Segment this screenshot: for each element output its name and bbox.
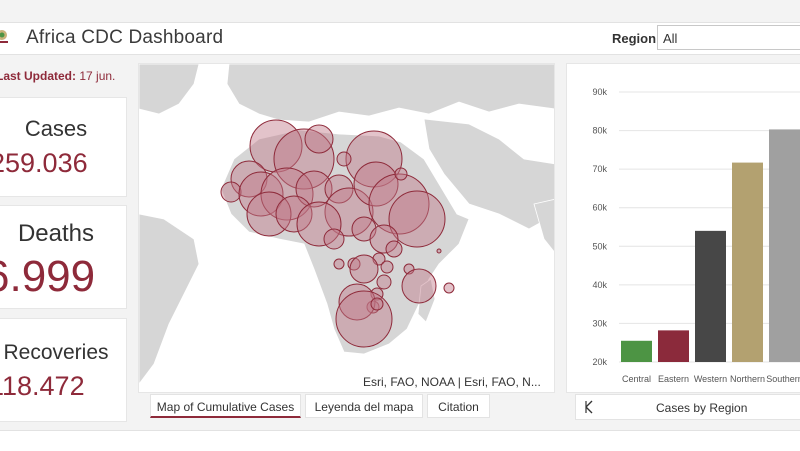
y-tick-label: 60k [592,203,607,213]
bar-northern[interactable] [732,162,763,362]
chevron-left-icon[interactable] [584,400,594,414]
cases-value: 259.036 [0,148,88,178]
y-tick-label: 20k [592,357,607,367]
x-tick-label: Central [622,374,651,384]
y-tick-label: 70k [592,164,607,174]
x-tick-label: Northern [730,374,765,384]
chart-footer-label: Cases by Region [656,401,748,415]
last-updated-value: 17 jun. [79,69,116,83]
cases-by-region-chart[interactable]: 20k 30k 40k 50k 60k 70k 80k 90k Central Eastern We… [566,63,800,393]
africa-cdc-logo [0,30,8,43]
map-attribution[interactable]: Esri, FAO, NOAA | Esri, FAO, N... [363,375,541,389]
deaths-card: Deaths 6.999 [0,205,127,309]
bar-southern[interactable] [769,129,800,362]
last-updated: Last Updated: 17 jun. [0,69,115,83]
x-tick-label: Western [694,374,727,384]
cases-card: Cases 259.036 [0,97,127,197]
bar-central[interactable] [621,340,652,362]
tab-citation[interactable]: Citation [427,394,490,418]
y-tick-label: 40k [592,280,607,290]
y-tick-label: 30k [592,318,607,328]
recoveries-label: Recoveries [3,341,109,364]
cumulative-cases-map[interactable]: Esri, FAO, NOAA | Esri, FAO, N... [138,63,555,393]
bar-chart-svg: 20k 30k 40k 50k 60k 70k 80k 90k Central Eastern We… [592,87,800,384]
x-tick-label: Eastern [658,374,689,384]
bar-western[interactable] [695,230,726,362]
bar-eastern[interactable] [658,330,689,362]
header-bar: Africa CDC Dashboard Region All [0,22,800,55]
deaths-label: Deaths [17,220,95,247]
recoveries-card: Recoveries 118.472 [0,318,127,422]
bottom-panel [0,430,800,451]
last-updated-label: Last Updated: [0,69,77,83]
map-canvas[interactable] [139,64,555,393]
y-tick-label: 90k [592,87,607,97]
x-tick-label: Southern [766,374,800,384]
case-bubbles [220,119,455,348]
app-title: Africa CDC Dashboard [26,27,224,48]
chart-footer: Cases by Region [575,394,800,420]
tab-map-of-cumulative-cases[interactable]: Map of Cumulative Cases [150,394,301,418]
cases-label: Cases [24,116,88,141]
deaths-value: 6.999 [0,252,96,301]
tab-map-legend[interactable]: Leyenda del mapa [305,394,423,418]
region-select[interactable]: All [657,25,800,50]
region-filter-label: Region [612,31,657,46]
recoveries-value: 118.472 [0,371,85,401]
y-tick-label: 50k [592,241,607,251]
y-tick-label: 80k [592,126,607,136]
